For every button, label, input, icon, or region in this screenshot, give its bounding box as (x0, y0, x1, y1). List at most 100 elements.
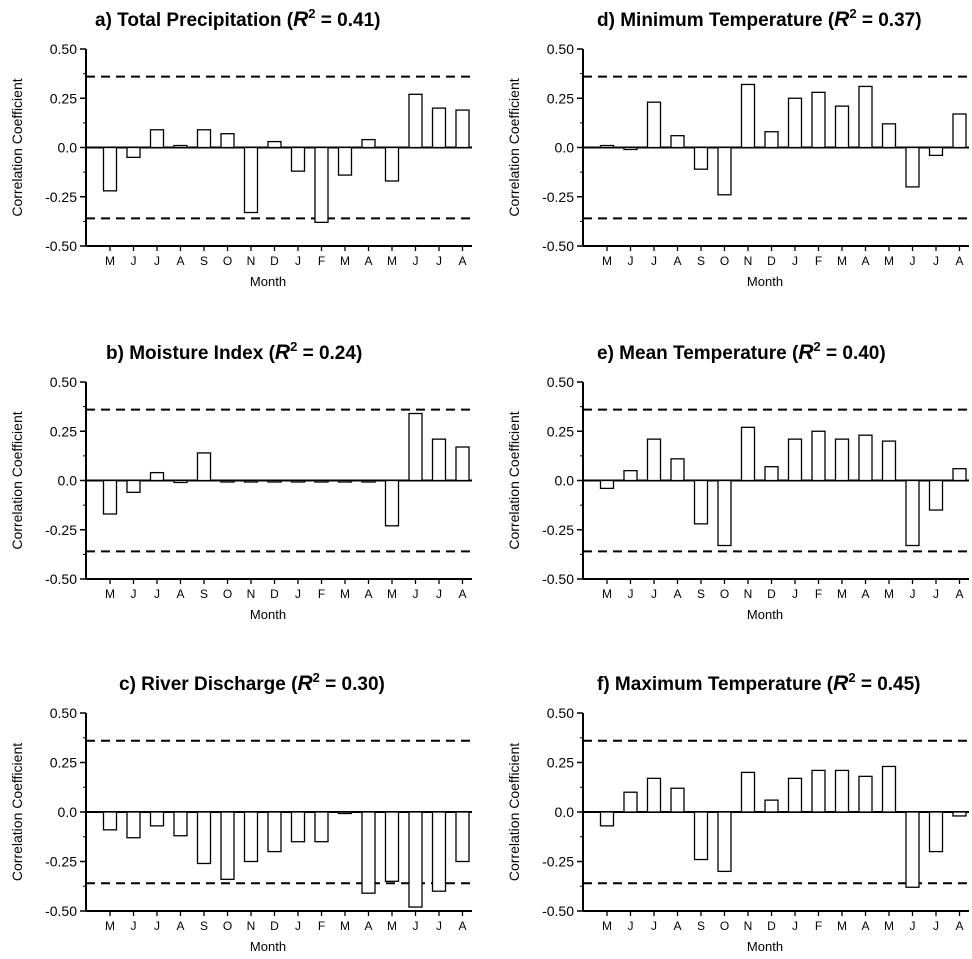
title-text: a) Total Precipitation ( (95, 10, 294, 31)
y-tick-label: 0.25 (50, 90, 77, 106)
bar (455, 446, 470, 482)
bar (764, 799, 779, 813)
bar (408, 811, 423, 908)
y-tick-label: -0.50 (542, 238, 574, 254)
x-tick-label: F (318, 254, 325, 268)
bar (811, 91, 826, 149)
x-tick-label: J (154, 587, 160, 601)
x-tick-label: J (792, 254, 798, 268)
chart-title: b) Moisture Index (R2 = 0.24) (106, 339, 362, 364)
x-tick-label: D (270, 919, 279, 933)
y-tick-label: 0.50 (547, 374, 574, 390)
bar (455, 109, 470, 149)
bar (337, 811, 353, 815)
r2-value: = 0.41) (316, 10, 381, 31)
chart-panel-e: e) Mean Temperature (R2 = 0.40) 0.50 0.25 0… (506, 339, 969, 622)
bar (858, 434, 873, 482)
bar (314, 479, 329, 483)
bar (811, 430, 826, 482)
x-tick-label: M (602, 587, 612, 601)
bar (455, 811, 470, 863)
x-tick-label: N (247, 587, 256, 601)
title-text: e) Mean Temperature ( (597, 343, 799, 364)
x-tick-label: O (223, 919, 232, 933)
y-axis-label: Correlation Coefficient (506, 78, 522, 216)
bar (599, 144, 615, 149)
bar (881, 765, 897, 813)
x-tick-label: A (364, 919, 372, 933)
x-tick-label: M (602, 919, 612, 933)
y-tick-label: -0.25 (45, 522, 77, 538)
bar (314, 146, 329, 224)
bar (740, 426, 756, 482)
x-tick-label: F (815, 254, 822, 268)
bar (102, 811, 118, 831)
x-tick-label: M (602, 254, 612, 268)
bar (431, 107, 447, 149)
x-tick-label: J (933, 254, 939, 268)
x-tick-label: J (792, 919, 798, 933)
bar (384, 146, 400, 182)
y-tick-label: 0.50 (547, 705, 574, 721)
r2-symbol: R (297, 672, 313, 695)
x-tick-label: A (673, 919, 681, 933)
bar (905, 479, 920, 547)
x-tick-label: D (767, 919, 776, 933)
y-tick-label: 0.25 (547, 423, 574, 439)
x-tick-label: J (651, 254, 657, 268)
bar (126, 811, 141, 839)
bar (928, 811, 944, 853)
x-tick-label: O (720, 254, 729, 268)
bar (267, 811, 282, 853)
x-tick-label: A (955, 919, 963, 933)
x-tick-label: M (340, 254, 350, 268)
x-tick-label: O (720, 919, 729, 933)
y-tick-label: -0.50 (45, 571, 77, 587)
bar (173, 479, 188, 484)
chart-panel-b: b) Moisture Index (R2 = 0.24) 0.50 0.25 0.0… (9, 339, 472, 622)
r2-superscript: 2 (308, 6, 315, 21)
x-tick-label: J (651, 919, 657, 933)
x-tick-label: F (318, 587, 325, 601)
bar (623, 146, 638, 151)
x-tick-label: M (340, 587, 350, 601)
bar (149, 129, 165, 149)
title-text: f) Maximum Temperature ( (597, 674, 834, 695)
x-tick-label: A (673, 254, 681, 268)
y-tick-label: 0.25 (547, 755, 574, 771)
bar (952, 113, 967, 149)
chart-title: f) Maximum Temperature (R2 = 0.45) (597, 670, 921, 695)
x-axis-label: Month (747, 939, 783, 954)
bar (740, 83, 756, 149)
x-tick-label: J (295, 587, 301, 601)
bar (361, 138, 376, 149)
y-tick-label: 0.25 (50, 423, 77, 439)
y-tick-label: 0.0 (555, 804, 575, 820)
y-tick-label: 0.0 (58, 140, 78, 156)
x-tick-label: J (413, 254, 419, 268)
bar (290, 479, 306, 483)
bar (243, 146, 259, 214)
bar (220, 479, 235, 483)
x-tick-label: S (200, 919, 208, 933)
x-tick-label: J (910, 254, 916, 268)
x-tick-label: O (223, 587, 232, 601)
r2-superscript: 2 (813, 339, 820, 354)
x-tick-label: J (131, 254, 137, 268)
x-tick-label: A (861, 587, 869, 601)
bar (693, 146, 709, 170)
y-tick-label: 0.25 (547, 90, 574, 106)
x-tick-label: A (176, 587, 184, 601)
r2-superscript: 2 (290, 339, 297, 354)
x-tick-label: J (436, 254, 442, 268)
bar (646, 777, 662, 813)
x-tick-label: N (744, 587, 753, 601)
bar (834, 105, 850, 149)
x-tick-label: J (436, 587, 442, 601)
x-tick-label: M (105, 919, 115, 933)
y-tick-label: -0.50 (542, 903, 574, 919)
bar (717, 479, 732, 547)
bar (243, 811, 259, 863)
bar (220, 811, 235, 880)
chart-panel-f: f) Maximum Temperature (R2 = 0.45) 0.50 0.… (506, 670, 969, 954)
